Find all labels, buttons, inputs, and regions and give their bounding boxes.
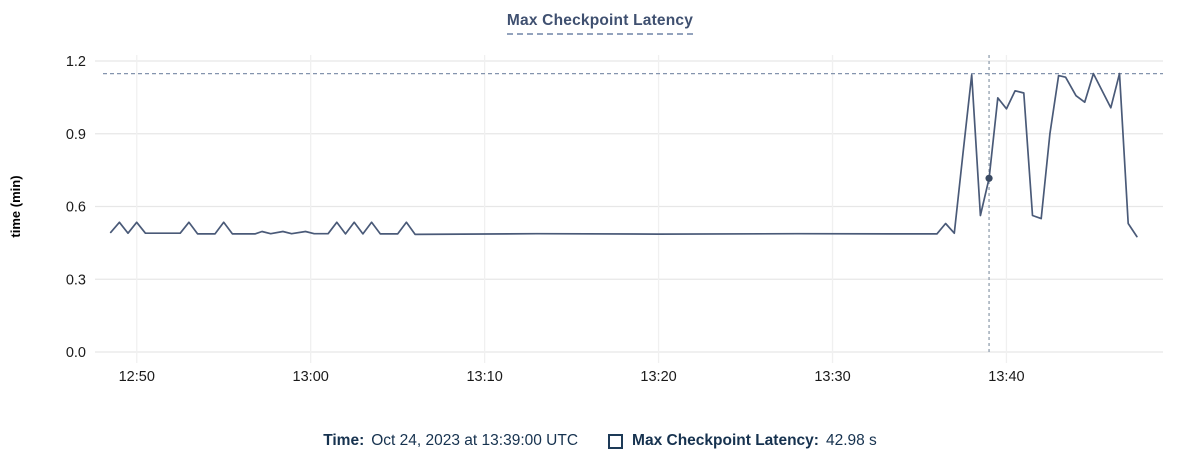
tooltip-time: Time: Oct 24, 2023 at 13:39:00 UTC [323,432,578,450]
chart-title[interactable]: Max Checkpoint Latency [506,12,694,35]
series-line [109,72,1138,238]
y-axis-title: time (min) [8,175,23,237]
y-tick-label: 0.3 [66,272,86,288]
x-tick-label: 13:40 [988,369,1024,385]
x-tick-label: 13:20 [640,369,676,385]
tooltip-series: Max Checkpoint Latency: 42.98 s [608,432,877,450]
y-tick-label: 0.9 [66,127,86,143]
chart-tooltip-legend: Time: Oct 24, 2023 at 13:39:00 UTC Max C… [0,432,1200,450]
series-checkbox-swatch[interactable] [608,433,624,449]
y-tick-label: 1.2 [66,54,86,70]
tooltip-series-value: 42.98 s [825,432,877,449]
cursor-dot [985,174,993,182]
plot-area[interactable] [95,55,1163,363]
x-tick-label: 13:30 [814,369,850,385]
tooltip-time-value: Oct 24, 2023 at 13:39:00 UTC [371,432,579,449]
x-tick-label: 13:10 [466,369,502,385]
chart-header: Max Checkpoint Latency [0,12,1200,35]
tooltip-time-label: Time: [323,432,365,449]
x-tick-label: 13:00 [293,369,329,385]
x-tick-label: 12:50 [119,369,155,385]
tooltip-series-label: Max Checkpoint Latency: [632,432,819,449]
y-tick-label: 0.0 [66,345,86,361]
y-tick-label: 0.6 [66,200,86,216]
